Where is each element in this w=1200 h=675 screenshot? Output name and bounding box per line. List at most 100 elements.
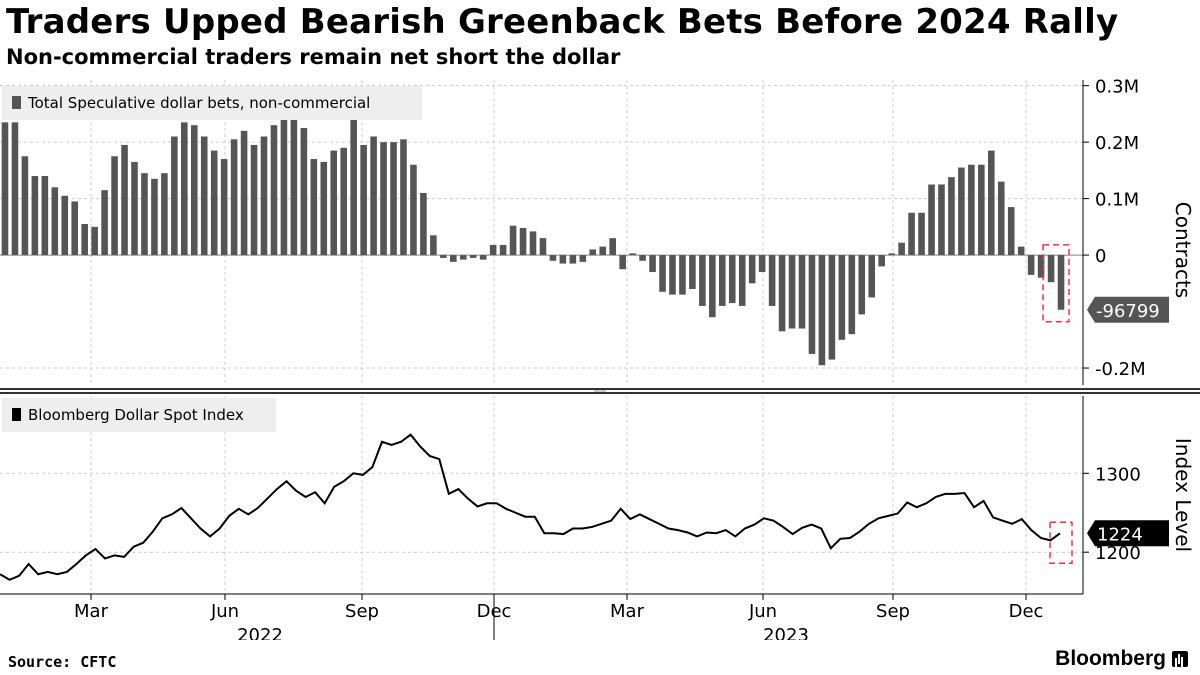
bar [360,144,367,256]
bar [589,249,597,256]
bar [669,255,676,295]
bottom-panel-y-axis: 1300 1200 [1082,396,1141,594]
x-tick-label: Jun [748,601,777,622]
bar [11,122,19,256]
bar [31,176,39,256]
top-legend-background [2,86,422,120]
bar [659,255,666,292]
top-y-tick-label: 0.2M [1095,133,1139,154]
bar [141,173,148,256]
chart-subtitle: Non-commercial traders remain net short … [6,45,621,69]
bar [549,255,557,261]
bar [768,255,776,306]
x-tick-label: Jun [210,601,239,622]
bar [410,164,417,256]
bar [270,125,278,256]
bar [559,255,567,264]
x-tick-label: Mar [610,601,645,622]
bar [340,147,347,256]
bar [1037,255,1045,278]
bar [828,255,836,360]
bar [310,159,318,256]
bar [230,139,238,256]
bar [738,255,746,306]
x-year-label: 2023 [763,625,809,640]
top-panel-bars [1,113,1070,366]
bar [848,255,856,335]
bar [529,231,537,256]
bar [390,142,397,256]
bar [719,255,726,306]
bar [81,224,88,256]
bottom-panel-legend: Bloomberg Dollar Spot Index [2,398,276,432]
bar [499,244,507,256]
bar [808,255,816,354]
bar [649,255,656,273]
bar [111,156,118,256]
bar [778,255,786,332]
bar [1057,255,1065,310]
bottom-legend-label: Bloomberg Dollar Spot Index [28,406,244,424]
top-panel-y-axis: 0.3M 0.2M 0.1M 0 -0.2M [1082,77,1146,385]
bar [260,136,268,256]
panel-divider [0,388,1200,394]
terminal-icon [1172,651,1188,667]
bar [968,164,975,256]
bar [330,150,338,256]
top-highlight-box [1042,244,1070,323]
bar [709,255,716,318]
bar [370,136,377,256]
bar [51,187,59,256]
bar [240,130,248,256]
top-y-axis-label: Contracts [1171,202,1195,298]
bar [171,136,178,256]
chart-area: 0.3M 0.2M 0.1M 0 -0.2M Total Speculative dol… [0,77,1200,640]
bar [220,159,228,256]
x-tick-label: Sep [876,601,910,622]
bar [479,255,487,260]
bottom-y-axis-label: Index Level [1171,438,1195,552]
bar [131,161,138,256]
bar [1017,246,1025,256]
bar [1047,255,1055,283]
x-tick-label: Sep [345,601,379,622]
bar [280,116,288,256]
bar [380,142,387,256]
bar [440,255,447,258]
bar [898,242,905,256]
bar [509,225,517,256]
bar [519,227,527,256]
bar [539,238,547,256]
bar [868,255,876,298]
bar [250,144,258,256]
bar [619,255,626,270]
bar [838,255,846,340]
bar [728,255,736,304]
bar [599,246,607,256]
bar [788,255,796,329]
bar [858,255,866,315]
bottom-highlight-box [1049,521,1073,564]
bar [420,192,427,256]
top-callout-box [1087,296,1169,323]
bar [151,178,158,256]
bar [1027,255,1035,275]
bar [888,253,895,256]
top-last-value-callout: -96799 [1087,296,1169,323]
bar [450,255,457,262]
bar [938,184,945,256]
bar [489,244,497,256]
bottom-legend-swatch [12,408,21,421]
bar [699,255,706,306]
bar [569,255,577,264]
bloomberg-logo: Bloomberg [1055,647,1188,671]
bar [121,144,128,256]
bar [997,181,1005,256]
bar [928,184,935,256]
bar [978,164,985,256]
bar [320,161,328,256]
bar [918,212,925,256]
brand-name: Bloomberg [1055,647,1166,670]
index-line-series [0,433,1061,581]
